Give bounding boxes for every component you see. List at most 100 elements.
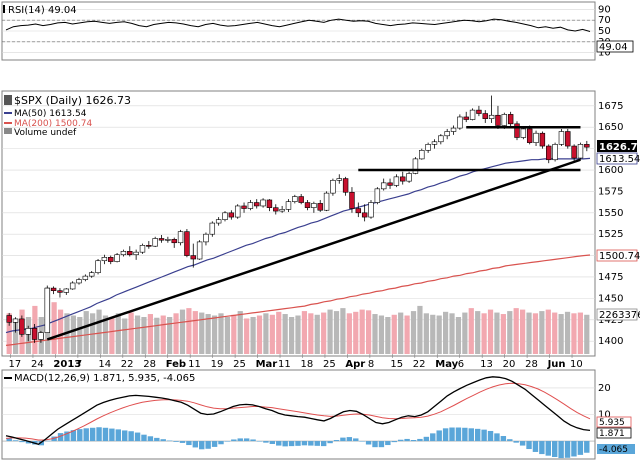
candle-body xyxy=(215,219,222,224)
macd-hist-bar xyxy=(218,441,224,445)
candle-body xyxy=(63,288,70,293)
macd-hist-bar xyxy=(301,441,308,446)
volume-bar xyxy=(51,302,57,354)
candle xyxy=(254,199,260,209)
candle xyxy=(101,254,108,265)
candle xyxy=(76,277,82,285)
rsi-panel: 9070503010 49.04 RSI(14) 49.04 xyxy=(1,1,634,61)
macd-hist-bar xyxy=(449,427,455,442)
price-tick-label: 1675 xyxy=(598,101,623,112)
volume-bar xyxy=(327,309,333,354)
macd-hist-bar xyxy=(70,430,77,442)
macd-hist-bar xyxy=(487,430,494,442)
volume-bar xyxy=(449,313,455,354)
macd-hist-bar xyxy=(500,436,507,442)
candle-body xyxy=(438,135,444,143)
macd-hist-bar xyxy=(494,433,500,442)
macd-hist-bar xyxy=(12,440,19,442)
candle-body xyxy=(76,279,82,284)
volume-bar xyxy=(179,309,186,354)
macd-hist-bar xyxy=(211,441,218,447)
candle-body xyxy=(127,251,133,256)
volume-bar xyxy=(333,311,340,354)
candle xyxy=(520,127,527,140)
macd-hist-bar xyxy=(89,427,96,442)
macd-hist-bar xyxy=(462,427,468,442)
candle-body xyxy=(88,272,95,277)
candle-body xyxy=(330,179,336,194)
rsi-tick-label: 90 xyxy=(598,4,611,15)
candle xyxy=(139,243,146,254)
candle-body xyxy=(507,114,514,125)
volume-bar xyxy=(263,313,269,354)
candle xyxy=(57,288,63,298)
candle xyxy=(565,128,571,149)
macd-hist-bar xyxy=(166,440,173,442)
volume-bar xyxy=(558,314,564,354)
candle xyxy=(247,199,254,211)
volume-bar xyxy=(423,313,429,354)
price-tick-label: 1650 xyxy=(598,122,623,133)
price-tick-label: 1450 xyxy=(598,293,623,304)
candle xyxy=(577,142,584,160)
x-tick-label: Jun xyxy=(547,359,566,370)
candle-body xyxy=(171,239,177,244)
macd-hist-bar xyxy=(96,427,102,442)
candles xyxy=(6,95,590,343)
volume-bar xyxy=(288,317,295,354)
x-tick-label: 22 xyxy=(121,359,134,370)
macd-hist-bar xyxy=(391,441,397,443)
x-tick-label: 7 xyxy=(76,359,82,370)
macd-hist-bar xyxy=(333,440,340,442)
macd-hist-bar xyxy=(340,437,346,442)
candle-body xyxy=(514,123,520,138)
candle-body xyxy=(57,290,63,293)
candle-body xyxy=(101,257,108,262)
macd-signal-line xyxy=(5,382,591,441)
candle xyxy=(190,243,196,268)
candle-body xyxy=(336,178,342,181)
candle-body xyxy=(558,131,565,145)
candle-body xyxy=(387,182,393,186)
candle-body xyxy=(488,114,495,119)
candle-body xyxy=(31,328,38,340)
macd-hist-bar xyxy=(320,441,327,447)
candle xyxy=(266,199,273,212)
candle-body xyxy=(241,205,247,209)
candle-body xyxy=(546,145,552,161)
macd-hist-bar xyxy=(102,427,109,442)
price-tick-label: 1600 xyxy=(598,165,623,176)
x-tick-label: May xyxy=(435,359,458,370)
candle xyxy=(215,217,222,226)
x-tick-label: 2013 xyxy=(53,359,81,370)
candle xyxy=(425,142,431,153)
macd-hist-bar xyxy=(404,438,410,442)
macd-hist-bar xyxy=(250,439,256,442)
macd-hist-bar xyxy=(571,441,577,457)
macd-hist-bar xyxy=(25,441,32,444)
candle xyxy=(317,199,323,212)
volume-bar xyxy=(404,315,410,354)
macd-hist-bar xyxy=(507,439,513,442)
candle-body xyxy=(584,144,590,148)
candle-body xyxy=(482,113,488,119)
candle xyxy=(476,105,482,117)
candle xyxy=(571,144,577,162)
candle-body xyxy=(260,199,266,207)
candle-body xyxy=(69,282,76,290)
macd-hist-bar xyxy=(147,436,154,442)
macd-hist-bar xyxy=(128,431,134,442)
x-tick-label: 17 xyxy=(8,359,21,370)
candle-body xyxy=(374,188,381,203)
candle xyxy=(444,128,450,140)
macd-histogram xyxy=(6,427,590,459)
candle xyxy=(330,178,336,196)
candle-body xyxy=(133,251,139,256)
candle-body xyxy=(520,128,527,138)
macd-hist-bar xyxy=(385,441,391,446)
macd-hist-bar xyxy=(519,441,526,446)
candle-body xyxy=(380,182,387,190)
x-tick-label: 25 xyxy=(323,359,336,370)
macd-hist-bar xyxy=(122,430,128,442)
candle xyxy=(558,128,565,147)
